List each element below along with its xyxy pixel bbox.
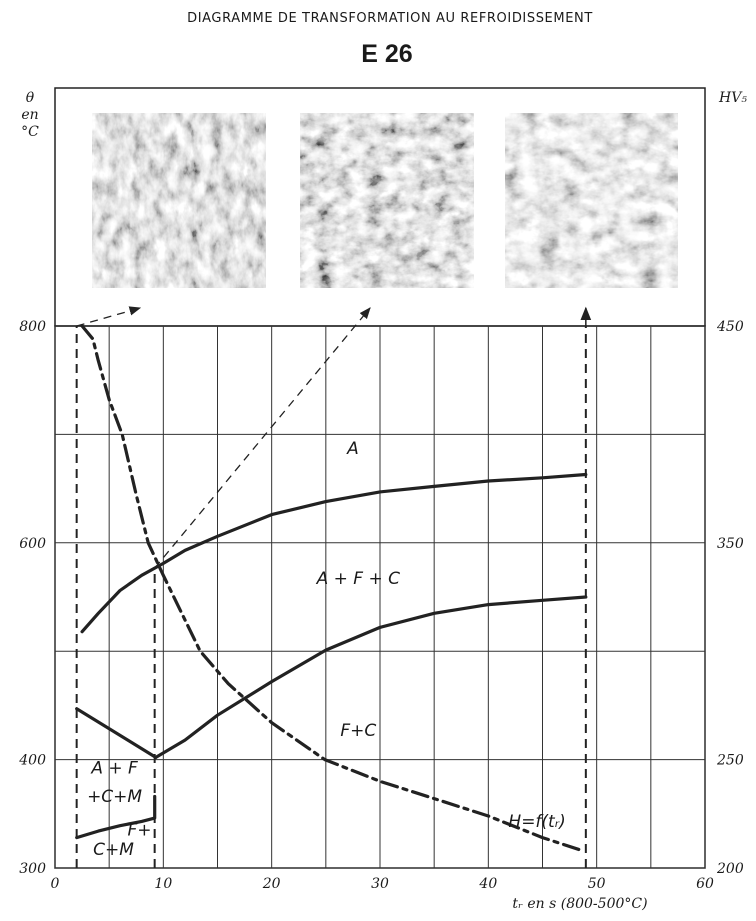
arrow bbox=[154, 307, 371, 569]
y2-axis-label: HV₅ bbox=[718, 90, 747, 106]
y-tick-label: 300 bbox=[19, 861, 46, 877]
hardness-curve bbox=[80, 324, 585, 853]
region-label: F+ bbox=[127, 820, 151, 840]
x-tick-label: 20 bbox=[262, 876, 281, 892]
transformation-curve bbox=[80, 472, 588, 634]
x-axis-label: tᵣ en s (800-500°C) bbox=[512, 896, 647, 912]
region-label: A + F + C bbox=[316, 569, 401, 589]
region-label: C+M bbox=[93, 840, 134, 860]
chart-subtitle: E 26 bbox=[361, 40, 412, 68]
region-label: H=f(tᵣ) bbox=[508, 812, 565, 832]
transformation-curve bbox=[154, 595, 588, 759]
transformation-curve bbox=[75, 794, 157, 840]
y2-tick-label: 450 bbox=[716, 319, 744, 335]
chart-title: DIAGRAMME DE TRANSFORMATION AU REFROIDIS… bbox=[187, 11, 593, 26]
x-tick-label: 10 bbox=[154, 876, 172, 892]
y-tick-label: 800 bbox=[19, 319, 46, 335]
region-label: A + F bbox=[90, 759, 138, 779]
region-label: +C+M bbox=[87, 787, 142, 807]
x-tick-label: 0 bbox=[51, 876, 60, 892]
y-axis-label: θ en °C bbox=[21, 90, 39, 140]
x-tick-label: 60 bbox=[696, 876, 714, 892]
region-label: A bbox=[346, 439, 359, 459]
y2-tick-label: 200 bbox=[716, 861, 744, 877]
transformation-curve bbox=[75, 707, 158, 759]
micrograph bbox=[92, 113, 266, 288]
y-tick-label: 400 bbox=[18, 753, 46, 769]
micrograph bbox=[505, 113, 678, 288]
region-label: F+C bbox=[340, 721, 376, 741]
y2-tick-label: 350 bbox=[717, 536, 744, 552]
micrograph bbox=[300, 113, 474, 288]
x-tick-label: 50 bbox=[588, 876, 606, 892]
arrow bbox=[76, 306, 142, 327]
y-tick-label: 600 bbox=[19, 536, 46, 552]
x-tick-label: 30 bbox=[371, 876, 389, 892]
x-tick-label: 40 bbox=[478, 876, 497, 892]
y2-tick-label: 250 bbox=[716, 753, 744, 769]
